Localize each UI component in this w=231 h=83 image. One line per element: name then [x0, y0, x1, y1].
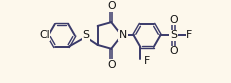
Text: O: O: [106, 1, 115, 11]
Text: Cl: Cl: [39, 30, 49, 40]
Text: N: N: [118, 30, 127, 40]
Text: F: F: [185, 30, 192, 40]
Text: O: O: [169, 46, 177, 56]
Text: S: S: [169, 30, 176, 40]
Text: O: O: [106, 60, 115, 70]
Text: S: S: [82, 30, 89, 40]
Text: O: O: [169, 15, 177, 25]
Text: F: F: [143, 56, 149, 66]
